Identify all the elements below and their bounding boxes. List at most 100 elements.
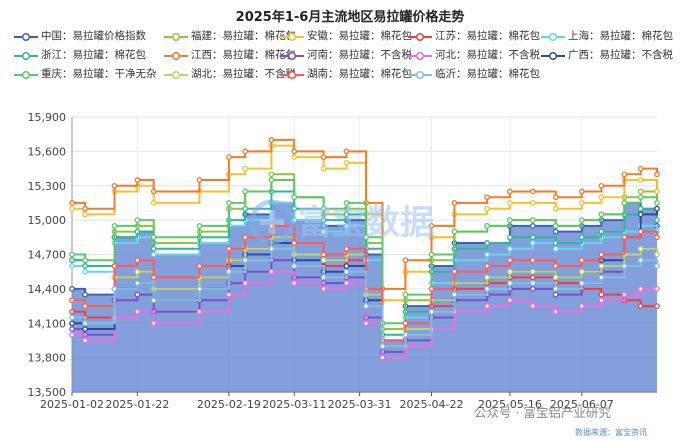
- series-point: [507, 280, 513, 286]
- legend-label: 湖南：易拉罐：棉花包: [307, 68, 412, 80]
- series-point: [69, 326, 75, 332]
- series-point: [529, 188, 536, 195]
- series-point: [402, 291, 409, 298]
- series-point: [402, 257, 409, 264]
- series-point: [134, 217, 141, 223]
- series-point: [654, 188, 660, 195]
- series-point: [343, 148, 350, 155]
- series-point: [484, 240, 490, 246]
- legend-swatch: [280, 32, 304, 42]
- series-point: [637, 303, 644, 309]
- series-point: [242, 234, 249, 241]
- series-point: [150, 188, 157, 195]
- series-point: [654, 171, 660, 178]
- series-point: [428, 308, 435, 315]
- series-point: [291, 154, 298, 160]
- series-point: [578, 257, 585, 264]
- y-tick-label: 15,900: [28, 111, 67, 124]
- series-point: [507, 257, 513, 264]
- series-point: [320, 165, 327, 172]
- series-point: [428, 223, 435, 229]
- series-point: [134, 228, 141, 235]
- series-point: [363, 320, 369, 327]
- watermark-logo-mark: [260, 210, 284, 234]
- series-point: [598, 251, 605, 258]
- series-point: [552, 286, 559, 292]
- series-point: [291, 280, 298, 286]
- series-point: [451, 291, 458, 298]
- x-tick-label: 2025-04-22: [400, 398, 464, 411]
- series-point: [552, 245, 559, 252]
- x-tick-label: 2025-01-02: [40, 398, 104, 411]
- y-tick-label: 14,400: [28, 283, 67, 296]
- watermark-logo: 富宝数据: [249, 199, 434, 245]
- series-point: [343, 280, 350, 286]
- series-point: [379, 343, 386, 350]
- series-point: [598, 194, 605, 201]
- series-point: [82, 326, 88, 332]
- series-point: [598, 263, 605, 269]
- series-point: [150, 234, 157, 241]
- series-point: [69, 320, 75, 327]
- legend-swatch-marker: [548, 51, 558, 61]
- series-point: [529, 223, 536, 229]
- series-point: [552, 263, 559, 269]
- series-point: [507, 200, 513, 206]
- series-line: [72, 270, 657, 359]
- series-point: [268, 171, 275, 178]
- series-point: [343, 211, 350, 218]
- series-point: [82, 268, 88, 275]
- y-tick-label: 14,700: [28, 249, 67, 262]
- legend-swatch-marker: [287, 32, 297, 42]
- legend-swatch: [280, 70, 304, 80]
- series-point: [268, 268, 275, 275]
- series-point: [578, 217, 585, 223]
- series-point: [529, 268, 536, 275]
- series-point: [268, 137, 275, 143]
- series-point: [343, 245, 350, 252]
- legend-swatch-marker: [287, 51, 297, 61]
- series-point: [134, 308, 141, 315]
- watermark-logo-icon: [249, 199, 295, 245]
- series-point: [578, 268, 585, 275]
- series-point: [654, 234, 660, 241]
- legend-swatch: [541, 32, 565, 42]
- series-point: [654, 251, 660, 258]
- series-point: [529, 280, 536, 286]
- series-point: [82, 211, 88, 218]
- legend-swatch: [164, 70, 188, 80]
- series-point: [134, 177, 141, 183]
- series-point: [320, 217, 327, 223]
- series-point: [654, 286, 660, 292]
- legend-swatch-marker: [287, 70, 297, 80]
- y-tick-label: 15,000: [28, 214, 67, 227]
- series-point: [291, 194, 298, 201]
- legend-swatch: [14, 70, 38, 80]
- legend-swatch-marker: [415, 70, 425, 80]
- series-point: [484, 274, 490, 281]
- legend-label: 江西：易拉罐：棉花包: [191, 49, 296, 61]
- series-point: [552, 205, 559, 212]
- series-point: [507, 217, 513, 223]
- x-tick-label: 2025-06-07: [550, 398, 614, 411]
- series-point: [343, 268, 350, 275]
- series-point: [196, 177, 203, 183]
- legend-label: 湖北：易拉罐：不含税: [191, 68, 296, 80]
- series-point: [598, 211, 605, 218]
- series-point: [654, 205, 660, 212]
- series-point: [637, 194, 644, 201]
- series-point: [343, 200, 350, 206]
- series-point: [363, 303, 369, 309]
- series-point: [621, 171, 628, 178]
- series-point: [598, 182, 605, 189]
- series-point: [621, 200, 628, 206]
- legend-swatch-marker: [415, 51, 425, 61]
- series-point: [578, 200, 585, 206]
- series-point: [343, 263, 350, 269]
- series-point: [637, 257, 644, 264]
- series-point: [654, 263, 660, 269]
- series-point: [451, 228, 458, 235]
- series-point: [484, 205, 490, 212]
- series-point: [291, 240, 298, 246]
- legend-label: 中国：易拉罐价格指数: [41, 30, 146, 42]
